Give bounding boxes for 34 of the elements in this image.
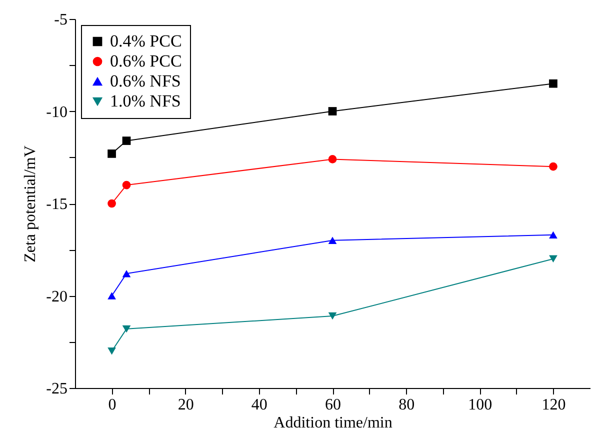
point <box>328 236 337 244</box>
x-axis-title: Addition time/min <box>274 414 392 432</box>
x-tick-label: 40 <box>251 396 268 414</box>
x-tick-label: 100 <box>468 396 492 414</box>
point <box>122 136 131 145</box>
legend-label: 0.4% PCC <box>110 32 182 50</box>
point <box>549 231 558 238</box>
point <box>549 255 558 262</box>
y-tick-label: -10 <box>46 104 68 121</box>
legend-label: 1.0% NFS <box>110 92 181 110</box>
x-tick-label: 60 <box>325 396 341 414</box>
x-tick-label: 120 <box>542 396 566 414</box>
point <box>108 347 116 355</box>
y-tick-label: -25 <box>46 380 68 398</box>
y-tick-label: -20 <box>46 288 68 306</box>
point <box>108 292 116 300</box>
x-tick-label: 80 <box>398 396 415 414</box>
point <box>549 162 558 171</box>
x-tick-label: 20 <box>178 396 194 414</box>
x-tick-label: 0 <box>108 396 116 414</box>
point <box>328 312 337 320</box>
point <box>122 180 131 190</box>
point <box>549 79 558 88</box>
point <box>108 199 116 208</box>
point <box>108 150 116 158</box>
legend-label: 0.6% NFS <box>110 72 181 90</box>
point <box>328 155 337 164</box>
point <box>122 270 131 278</box>
point <box>328 107 337 116</box>
y-tick-label: -5 <box>54 12 68 28</box>
y-tick-label: -15 <box>46 196 68 213</box>
point <box>122 325 131 333</box>
legend-label: 0.6% PCC <box>110 52 182 70</box>
y-axis-title: Zeta potential/mV <box>22 145 40 262</box>
